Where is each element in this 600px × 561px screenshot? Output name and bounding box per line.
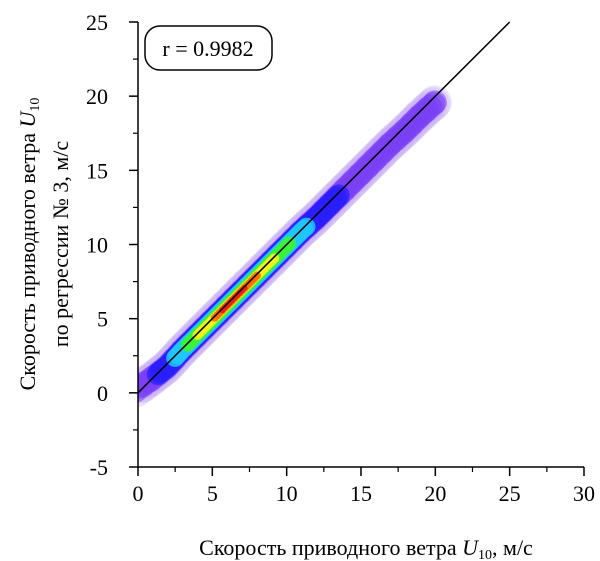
tick-labels: 0 5 10 15 20 25 30 -5 0 5 10 15 20 25 <box>86 10 595 506</box>
axes <box>129 21 585 476</box>
x-tick-label: 25 <box>499 481 521 506</box>
correlation-annotation: r = 0.9982 <box>144 25 273 71</box>
y-tick-label: 0 <box>97 381 108 406</box>
x-tick-label: 30 <box>573 481 595 506</box>
y-tick-label: -5 <box>90 455 108 480</box>
y-tick-label: 15 <box>86 158 108 183</box>
y-axis-title: Скорость приводного ветра U10 по регресс… <box>15 98 73 391</box>
correlation-box <box>144 25 273 71</box>
reference-line <box>137 21 511 394</box>
density-point <box>297 217 316 236</box>
density-point <box>282 236 297 251</box>
y-tick-label: 5 <box>97 307 108 332</box>
x-tick-label: 5 <box>207 481 218 506</box>
x-tick-label: 10 <box>276 481 298 506</box>
x-tick-label: 20 <box>424 481 446 506</box>
density-point <box>421 92 446 117</box>
x-tick-label: 15 <box>350 481 372 506</box>
y-tick-label: 10 <box>86 233 108 258</box>
y-tick-label: 20 <box>86 84 108 109</box>
y-axis-title-line-1: Скорость приводного ветра U10 <box>15 98 43 391</box>
density-cloud <box>138 85 452 408</box>
x-axis-title: Скорость приводного ветра U10, м/с <box>199 535 533 561</box>
y-axis-title-line-2: по регрессии № 3, м/с <box>48 141 73 347</box>
density-point <box>252 271 261 280</box>
y-tick-label: 25 <box>86 10 108 35</box>
correlation-label: r = 0.9982 <box>162 36 253 61</box>
density-point <box>327 184 350 207</box>
density-point <box>269 253 280 264</box>
density-point <box>241 285 248 292</box>
x-tick-label: 0 <box>133 481 144 506</box>
